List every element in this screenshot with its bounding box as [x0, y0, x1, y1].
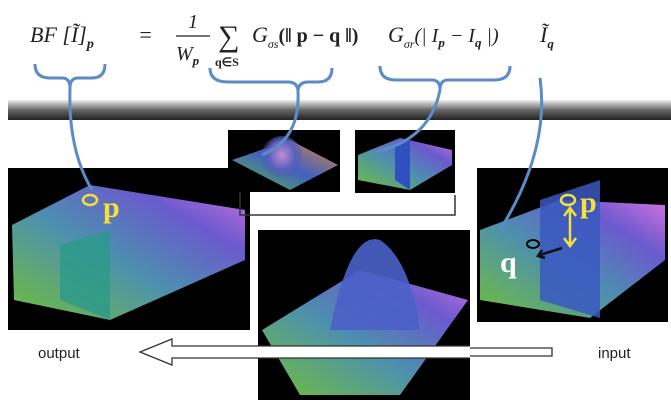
formula-spatial: Gσs(‖ p − q ‖) [252, 22, 358, 51]
formula-lhs: BF [Ĩ]p [30, 22, 94, 52]
separator-bar [8, 100, 671, 120]
output-p-label: p [103, 191, 120, 224]
flow-arrow-tail [470, 348, 552, 356]
formula-pixel: Ĩq [539, 22, 554, 51]
formula-equals: = [138, 22, 153, 47]
input-label: input [598, 345, 631, 362]
formula-range: Gσr(| Ip − Iq |) [388, 22, 499, 51]
formula-denominator: Wp [176, 43, 200, 68]
input-p-label: p [580, 186, 597, 219]
diagram: BF [Ĩ]p = 1 Wp ∑ q∈S Gσs(‖ p − q ‖) Gσr(… [0, 0, 671, 406]
bracket [240, 192, 455, 215]
output-label: output [38, 345, 81, 362]
braces [35, 64, 510, 92]
formula-sum: ∑ [218, 20, 239, 53]
input-q-label: q [500, 246, 517, 279]
formula-sum-sub: q∈S [215, 55, 239, 69]
formula-numerator: 1 [188, 11, 198, 33]
